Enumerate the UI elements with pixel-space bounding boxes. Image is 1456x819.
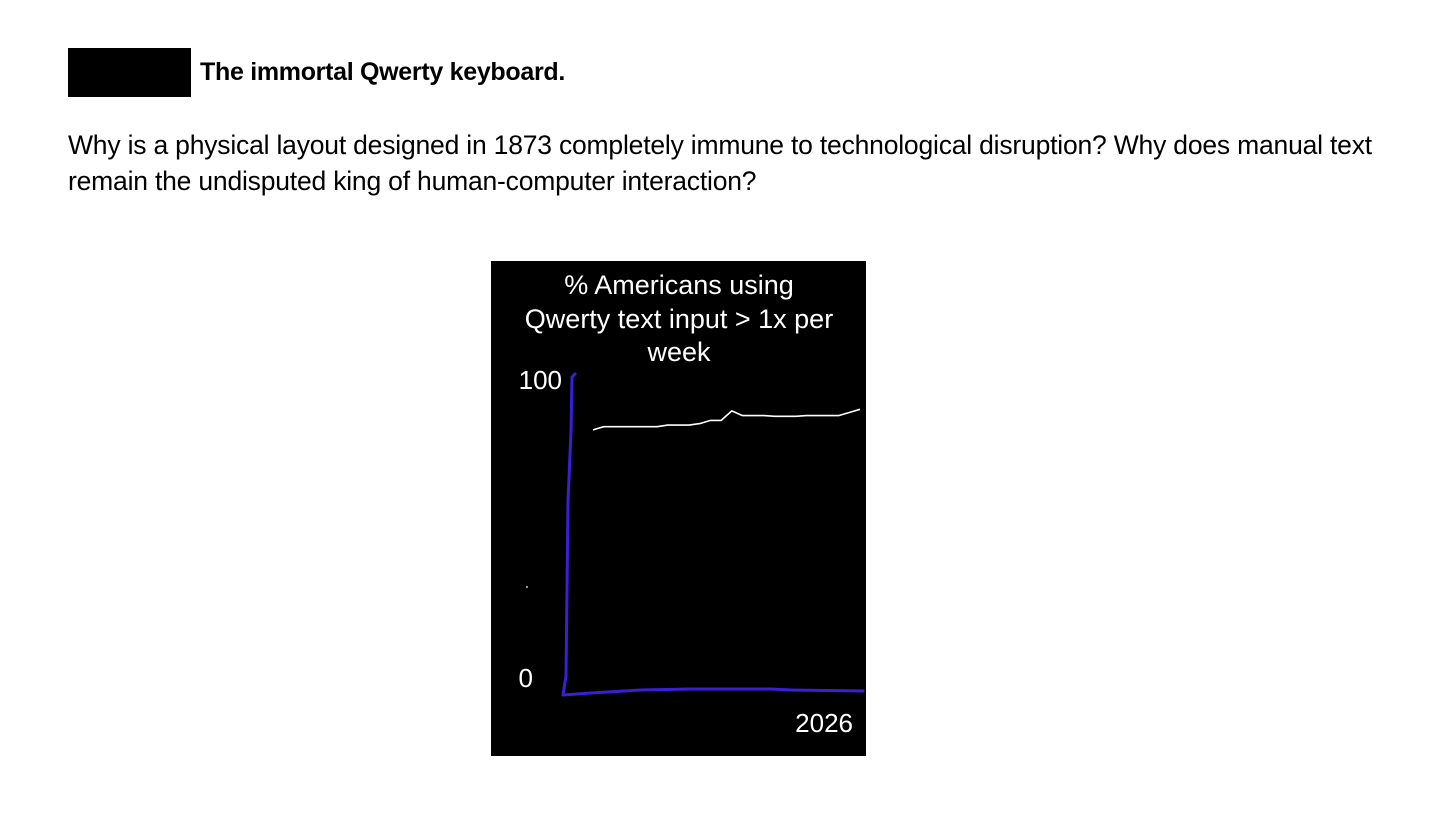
body-paragraph: Why is a physical layout designed in 187…	[68, 130, 1372, 196]
redaction-box	[68, 48, 191, 97]
y-tick-label-max: 100	[519, 365, 562, 395]
chart-panel: % Americans using Qwerty text input > 1x…	[491, 261, 866, 756]
x-axis	[561, 687, 865, 697]
chart-title-line-3: week	[646, 337, 711, 367]
x-tick-label-end: 2026	[795, 708, 853, 738]
chart-title-line-2: Qwerty text input > 1x per	[525, 304, 833, 334]
y-tick-label-min: 0	[519, 663, 533, 693]
stray-point	[526, 586, 528, 588]
header: The immortal Qwerty keyboard.	[68, 48, 565, 97]
series-line	[592, 408, 861, 431]
line-chart: % Americans using Qwerty text input > 1x…	[519, 270, 865, 738]
chart-title-line-1: % Americans using	[564, 270, 794, 300]
y-axis	[561, 372, 577, 697]
headline: The immortal Qwerty keyboard.	[200, 58, 566, 86]
